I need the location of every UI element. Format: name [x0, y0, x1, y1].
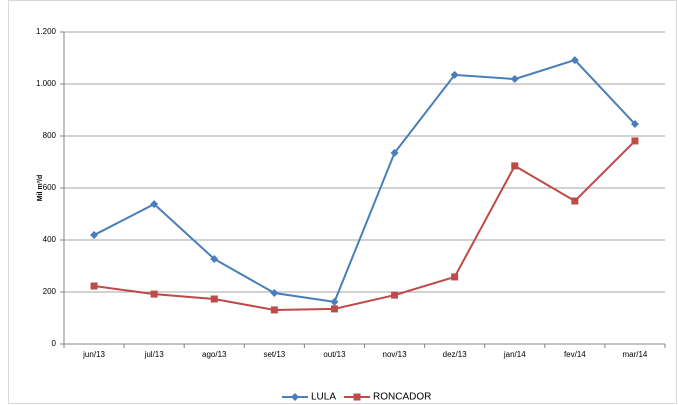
marker	[150, 200, 159, 209]
y-tick-label: 0	[52, 339, 57, 348]
y-axis-title: Mil m³/d	[37, 175, 44, 201]
y-tick-label: 1.200	[36, 27, 57, 36]
marker	[210, 295, 218, 303]
chart-border	[8, 0, 677, 404]
marker	[270, 306, 278, 314]
y-tick-label: 600	[43, 183, 57, 192]
x-tick-label: mar/14	[622, 350, 647, 359]
marker	[450, 70, 459, 79]
legend-label: RONCADOR	[373, 392, 431, 403]
marker	[90, 282, 98, 290]
x-tick-label: nov/13	[383, 350, 408, 359]
marker	[571, 197, 579, 205]
marker	[391, 291, 399, 299]
y-tick-label: 800	[43, 131, 57, 140]
marker	[390, 148, 399, 157]
legend: LULA RONCADOR	[282, 392, 431, 403]
series-line	[93, 140, 636, 311]
x-tick-label: ago/13	[202, 350, 227, 359]
legend-label: LULA	[311, 392, 336, 403]
x-tick-label: fev/14	[564, 350, 586, 359]
marker	[150, 290, 158, 298]
y-tick-label: 1.000	[36, 79, 57, 88]
marker	[353, 393, 361, 401]
marker	[90, 231, 99, 240]
marker	[291, 393, 299, 401]
marker	[631, 137, 639, 145]
marker	[270, 289, 279, 298]
marker	[330, 297, 339, 306]
marker	[511, 162, 519, 170]
x-tick-label: jul/13	[144, 350, 165, 359]
x-tick-label: dez/13	[443, 350, 468, 359]
x-tick-label: set/13	[263, 350, 285, 359]
x-tick-label: jun/13	[82, 350, 105, 359]
marker	[210, 254, 219, 263]
marker	[510, 75, 519, 84]
y-tick-label: 200	[43, 287, 57, 296]
y-tick-label: 400	[43, 235, 57, 244]
x-tick-label: out/13	[323, 350, 346, 359]
marker	[330, 305, 338, 313]
x-tick-label: jan/14	[503, 350, 526, 359]
marker	[570, 56, 579, 65]
marker	[630, 120, 639, 129]
marker	[451, 273, 459, 281]
series-line	[93, 58, 636, 303]
